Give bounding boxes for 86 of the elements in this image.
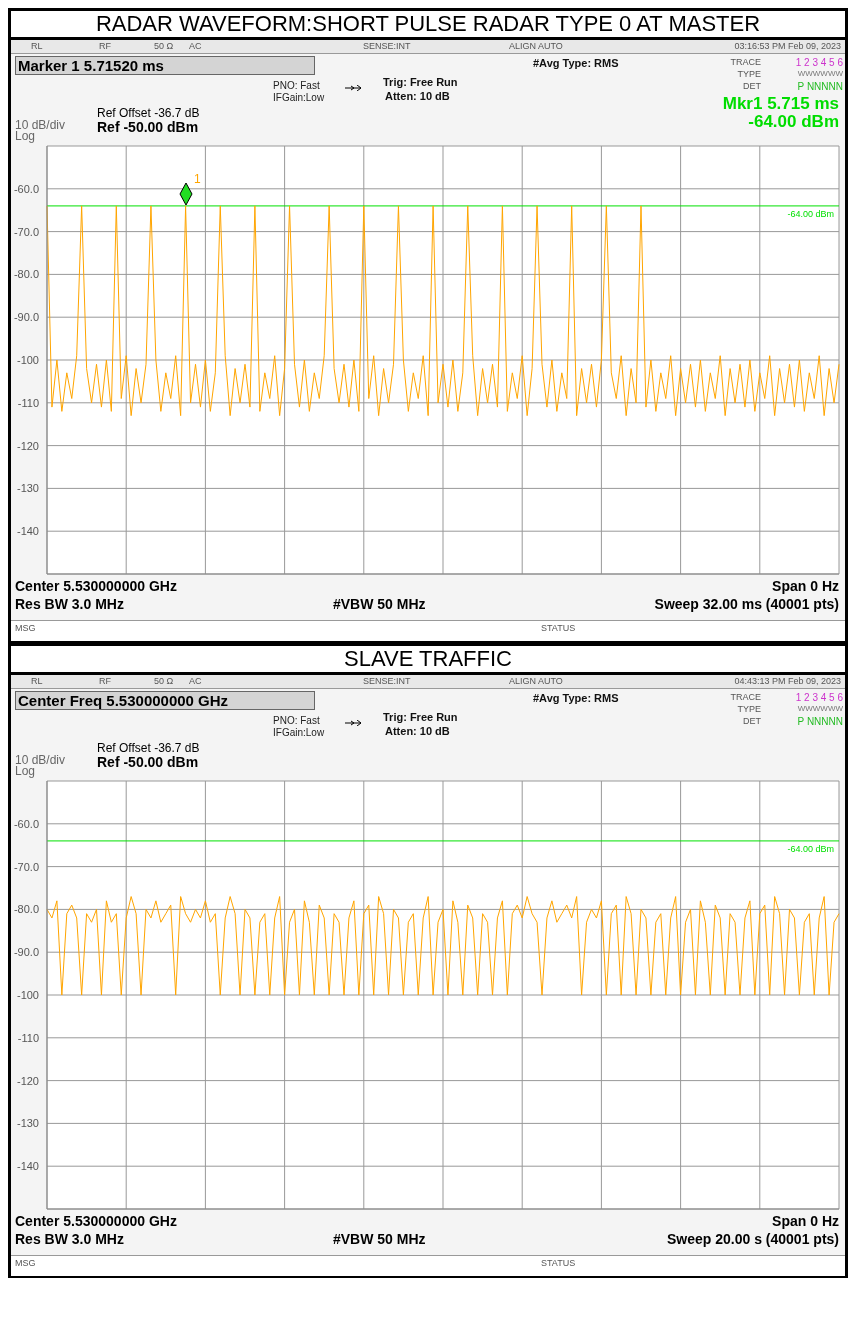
text: TYPE [737, 69, 761, 79]
text: TYPE [737, 704, 761, 714]
y-tick-label: -70.0 [13, 225, 39, 238]
text: RF [99, 676, 111, 686]
text: Ref Offset -36.7 dB [97, 741, 200, 755]
text: Sweep 32.00 ms (40001 pts) [654, 596, 839, 612]
text: AC [189, 676, 202, 686]
text: #VBW 50 MHz [333, 596, 426, 612]
text: DET [743, 81, 761, 91]
y-tick-label: -100 [16, 988, 39, 1001]
text: 04:43:13 PM Feb 09, 2023 [734, 676, 841, 686]
text: Span 0 Hz [772, 578, 839, 594]
text: WWWWWW [797, 69, 843, 78]
text: Atten: 10 dB [385, 725, 450, 737]
ref-line-label: -64.00 dBm [787, 209, 834, 220]
text: #VBW 50 MHz [333, 1231, 426, 1247]
text: 50 Ω [154, 676, 174, 686]
y-tick-label: -130 [16, 482, 39, 495]
text: TRACE [730, 57, 761, 67]
text: RF [99, 41, 111, 51]
y-tick-label: -80.0 [13, 903, 39, 916]
text: Mkr1 5.715 ms [722, 94, 839, 114]
y-tick-label: -90.0 [13, 946, 39, 959]
y-tick-label: -120 [16, 439, 39, 452]
text: PNO: Fast [273, 80, 320, 91]
text: AC [189, 41, 202, 51]
y-tick-label: -100 [16, 353, 39, 366]
text: Ref Offset -36.7 dB [97, 106, 200, 120]
text: Ref -50.00 dBm [97, 119, 199, 135]
text: -64.00 dBm [748, 112, 839, 132]
text: Span 0 Hz [772, 1213, 839, 1229]
text: 50 Ω [154, 41, 174, 51]
text: Center 5.530000000 GHz [15, 1213, 177, 1229]
text: Ref -50.00 dBm [97, 754, 199, 770]
text: Trig: Free Run [383, 76, 458, 88]
text: 03:16:53 PM Feb 09, 2023 [734, 41, 841, 51]
text: 1 2 3 4 5 6 [795, 57, 843, 68]
y-tick-label: -70.0 [13, 860, 39, 873]
y-tick-label: -140 [16, 525, 39, 538]
text: DET [743, 716, 761, 726]
text: 10 dB/div [15, 753, 66, 767]
y-tick-label: -130 [16, 1117, 39, 1130]
text: ALIGN AUTO [509, 676, 563, 686]
ref-line-label: -64.00 dBm [787, 844, 834, 855]
text: RL [31, 41, 43, 51]
text: IFGain:Low [273, 92, 325, 103]
text: STATUS [541, 1258, 576, 1268]
text: #Avg Type: RMS [533, 57, 619, 69]
y-tick-label: -80.0 [13, 268, 39, 281]
text: STATUS [541, 623, 576, 633]
y-tick-label: -110 [17, 1031, 39, 1044]
y-tick-label: -60.0 [13, 817, 39, 830]
text: MSG [15, 1258, 36, 1268]
text: MSG [15, 623, 36, 633]
y-tick-label: -110 [17, 396, 39, 409]
text: Log [15, 764, 36, 778]
text: IFGain:Low [273, 727, 325, 738]
annotation: 1 [194, 172, 201, 186]
line-series [46, 896, 840, 996]
text: RL [31, 676, 43, 686]
text: Center 5.530000000 GHz [15, 578, 177, 594]
y-tick-label: -120 [16, 1074, 39, 1087]
y-tick-label: -90.0 [13, 311, 39, 324]
text: 1 2 3 4 5 6 [795, 692, 843, 703]
text: TRACE [730, 692, 761, 702]
y-tick-label: -140 [16, 1160, 39, 1173]
text: SENSE:INT [363, 676, 411, 686]
text: Log [15, 129, 36, 143]
text: WWWWWW [797, 704, 843, 713]
text: PNO: Fast [273, 715, 320, 726]
y-tick-label: -60.0 [13, 182, 39, 195]
text: #Avg Type: RMS [533, 692, 619, 704]
text: Center Freq 5.530000000 GHz [15, 691, 315, 710]
text: Atten: 10 dB [385, 90, 450, 102]
text: P NNNNN [797, 81, 843, 92]
text: Res BW 3.0 MHz [15, 1231, 124, 1247]
text: Trig: Free Run [383, 711, 458, 723]
chart-title: SLAVE TRAFFIC [11, 646, 845, 675]
text: Sweep 20.00 s (40001 pts) [667, 1231, 839, 1247]
text: ALIGN AUTO [509, 41, 563, 51]
text: Marker 1 5.71520 ms [15, 56, 315, 75]
chart-title: RADAR WAVEFORM:SHORT PULSE RADAR TYPE 0 AT MASTER [11, 11, 845, 40]
text: P NNNNN [797, 716, 843, 727]
text: 10 dB/div [15, 118, 66, 132]
text: Res BW 3.0 MHz [15, 596, 124, 612]
text: SENSE:INT [363, 41, 411, 51]
